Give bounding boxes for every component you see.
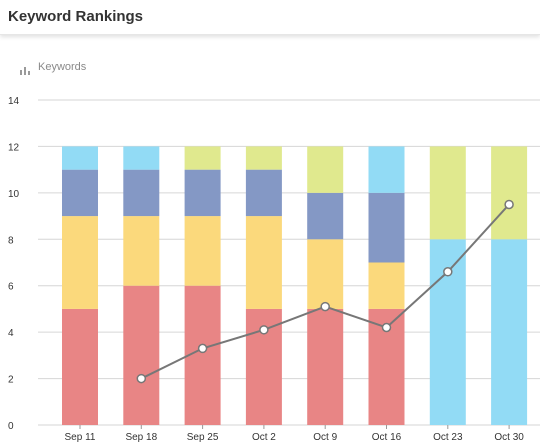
trend-point [320,301,330,312]
y-tick-label: 12 [8,142,20,153]
y-tick-label: 8 [8,235,14,246]
bar-segment [368,192,405,263]
trend-point [197,343,208,354]
page-title: Keyword Rankings [8,8,144,25]
x-tick-label: Sep 25 [187,432,219,443]
y-tick-label: 4 [8,328,14,339]
x-tick-label: Oct 9 [313,432,337,443]
x-tick-label: Oct 2 [252,432,276,443]
bar-segment [245,216,282,309]
bar-chart-icon [20,62,30,75]
y-tick-label: 6 [8,282,14,293]
y-tick-label: 0 [8,421,14,432]
bar-segment [307,308,344,425]
trend-point [443,267,453,277]
bar-segment [123,169,160,217]
bar-segment [368,262,405,309]
legend: Keywords [20,60,87,75]
bar-segment [429,146,466,240]
bar-segment [62,216,98,309]
bar-segment [307,239,344,309]
trend-point [504,199,514,210]
trend-point [259,325,269,335]
bar-segment [184,146,221,170]
bar-segment [62,146,98,170]
bar-segment [307,192,344,240]
y-tick-label: 14 [8,96,20,107]
bar-segment [245,169,282,217]
header-bar: Keyword Rankings [0,0,540,35]
bar-segment [62,308,98,425]
bar-segment [491,239,528,425]
bar-segment [491,146,528,240]
bar-segment [123,146,160,170]
bar-segment [307,146,344,193]
bar-segment [62,169,98,217]
bar-segment [184,169,221,217]
x-tick-label: Sep 18 [125,432,157,443]
trend-point [381,322,392,333]
y-tick-label: 10 [8,189,20,200]
x-tick-label: Oct 16 [372,432,402,443]
y-tick-label: 2 [8,375,14,386]
x-tick-label: Sep 11 [65,432,96,443]
legend-label: Keywords [38,61,87,73]
x-tick-label: Oct 23 [433,432,463,443]
bar-segment [123,216,160,286]
bar-segment [184,216,221,286]
trend-point [136,373,147,384]
x-tick-label: Oct 30 [494,432,524,443]
bar-segment [123,285,160,425]
bar-segment [245,146,282,170]
bar-segment [368,146,405,193]
